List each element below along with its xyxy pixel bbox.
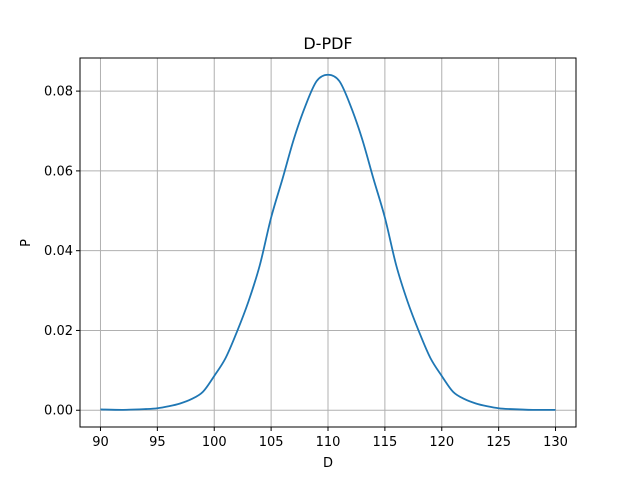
chart-title: D-PDF	[303, 34, 352, 53]
y-tick-label: 0.06	[44, 164, 73, 179]
x-tick-label: 105	[259, 435, 284, 450]
series-layer	[100, 73, 556, 411]
x-tick-label: 110	[316, 435, 341, 450]
x-tick-label: 95	[149, 435, 166, 450]
x-tick-label: 115	[372, 435, 397, 450]
x-tick-label: 100	[202, 435, 227, 450]
y-tick-label: 0.02	[44, 324, 73, 339]
y-tick-label: 0.08	[44, 85, 73, 100]
y-axis: 0.00 0.02 0.04 0.06 0.08	[44, 85, 80, 419]
grid	[80, 58, 576, 427]
pdf-line	[100, 73, 556, 411]
x-tick-label: 125	[486, 435, 511, 450]
y-axis-label: P	[19, 239, 34, 247]
x-tick-label: 90	[92, 435, 109, 450]
x-axis-label: D	[323, 456, 333, 471]
x-tick-label: 130	[543, 435, 568, 450]
x-tick-label: 120	[429, 435, 454, 450]
x-axis: 90 95 100 105 110 115 120 125 130	[92, 427, 568, 450]
y-tick-label: 0.04	[44, 244, 73, 259]
y-tick-label: 0.00	[44, 404, 73, 419]
